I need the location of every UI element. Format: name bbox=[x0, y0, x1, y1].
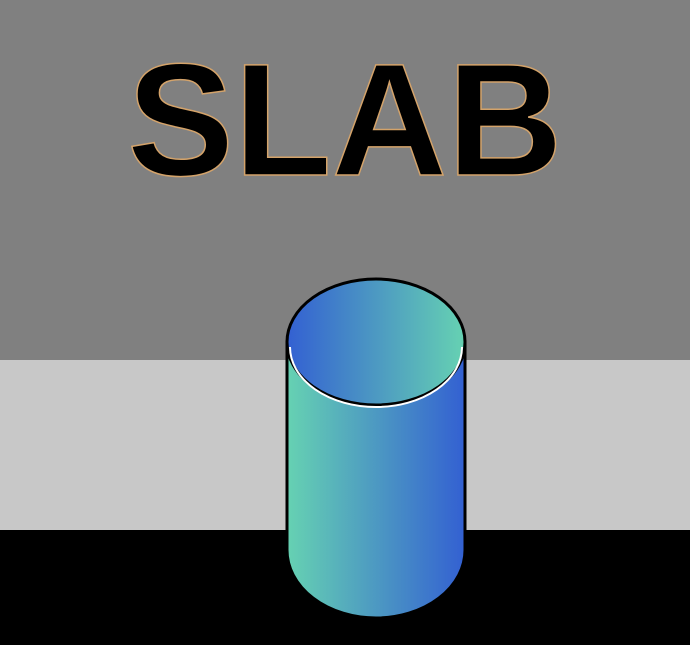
cylinder-body bbox=[285, 340, 467, 620]
title-label: SLAB bbox=[127, 30, 563, 209]
cylinder-top-face bbox=[285, 277, 467, 407]
cylinder bbox=[285, 277, 467, 620]
cylinder-rim-highlight bbox=[289, 346, 463, 408]
